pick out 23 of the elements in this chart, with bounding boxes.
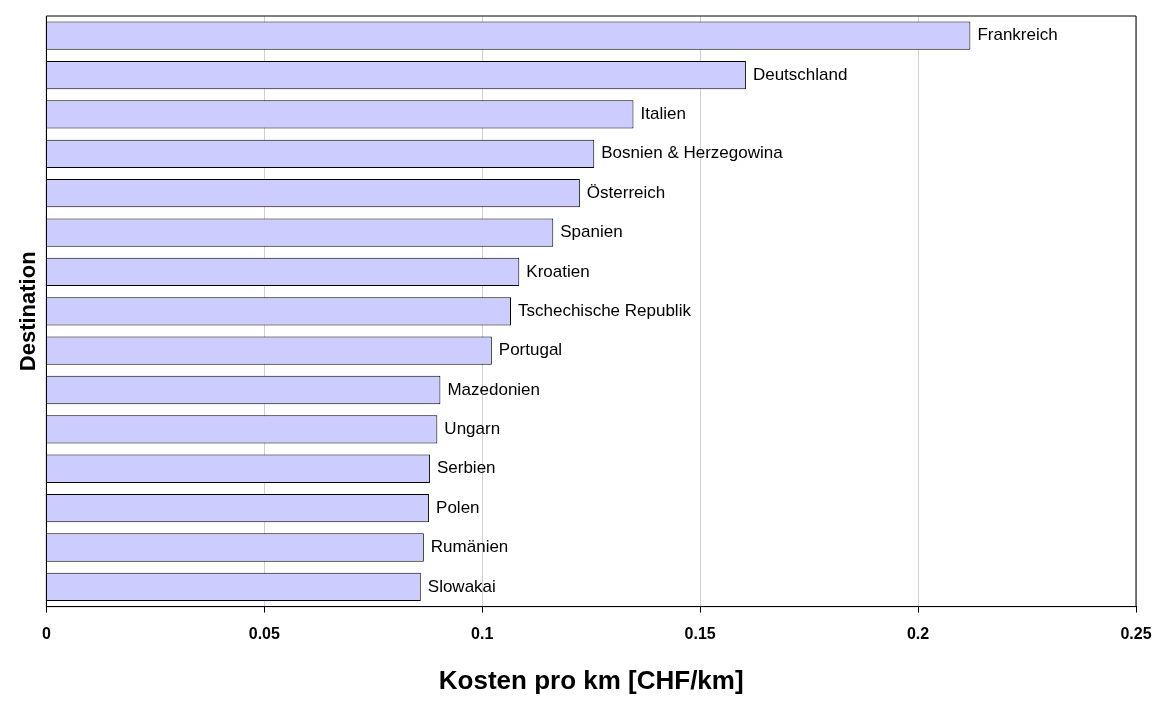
y-tick-label: Bosnien & Herzegowina: [601, 143, 784, 163]
y-tick-label: Kroatien: [526, 261, 590, 281]
y-tick-label: Rumänien: [430, 537, 509, 557]
y-tick-label: Österreich: [586, 182, 666, 202]
x-axis-title: Kosten pro km [CHF/km]: [438, 664, 744, 695]
y-tick-label: Mazedonien: [447, 379, 541, 399]
y-tick-label: Frankreich: [977, 25, 1058, 45]
y-tick-label: Italien: [640, 104, 686, 124]
x-tick-label: 0.2: [906, 624, 930, 642]
x-tick-label: 0.1: [471, 624, 494, 642]
x-tick-label: 0.15: [684, 624, 716, 642]
y-tick-label: Polen: [436, 497, 480, 517]
y-axis-title: Destination: [15, 251, 41, 372]
y-tick-label: Spanien: [560, 222, 623, 242]
y-tick-label: Tschechische Republik: [518, 300, 692, 320]
x-tick-label: 0: [41, 624, 51, 642]
y-tick-label: Deutschland: [752, 64, 848, 84]
y-tick-label: Slowakai: [427, 576, 496, 596]
y-tick-label: Ungarn: [444, 419, 501, 439]
y-tick-label: Serbien: [436, 458, 496, 478]
y-tick-label: Portugal: [498, 340, 563, 360]
x-tick-label: 0.05: [248, 624, 280, 642]
x-tick-label: 0.25: [1120, 624, 1152, 642]
